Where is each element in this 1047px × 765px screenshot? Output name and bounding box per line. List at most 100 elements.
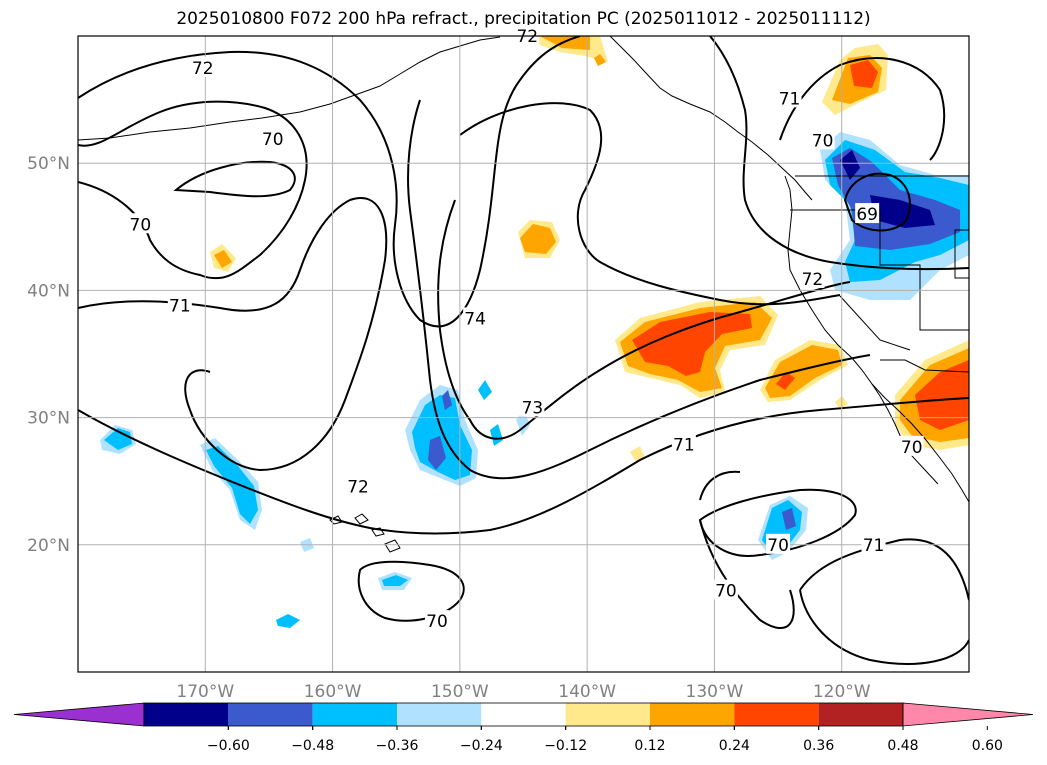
- precip-negative-region: [104, 428, 132, 450]
- precip-negative-region: [206, 446, 258, 524]
- precip-positive-region: [776, 372, 795, 390]
- hawaii-island: [384, 539, 401, 553]
- colorbar-tick-label: −0.12: [544, 738, 587, 754]
- precip-negative-region: [478, 380, 492, 400]
- alaska-coastline: [78, 36, 501, 141]
- colorbar-tick-label: −0.48: [291, 738, 334, 754]
- colorbar-segment: [144, 703, 229, 726]
- precip-positive-region: [540, 36, 590, 50]
- contour-label: 72: [192, 59, 214, 79]
- contour-69: [843, 172, 911, 232]
- precip-negative-region: [490, 424, 503, 446]
- colorbar-segment: [650, 703, 735, 726]
- contour-label: 72: [516, 27, 538, 47]
- contour-label: 71: [779, 89, 801, 109]
- lat-tick-label: 40°N: [27, 281, 70, 301]
- precip-negative-region: [412, 395, 472, 480]
- contour-label-bg: [346, 475, 371, 496]
- contour-70: [173, 160, 296, 198]
- contour-70: [78, 100, 308, 280]
- contour-70: [699, 470, 741, 501]
- colorbar-tick-label: 0.24: [719, 738, 750, 754]
- colorbar-tick-label: −0.36: [376, 738, 419, 754]
- contour-71: [78, 197, 388, 472]
- precip-positive-region: [632, 312, 752, 376]
- contour-71: [799, 589, 969, 665]
- contour-label-bg: [424, 610, 449, 631]
- contour-label-bg: [899, 435, 924, 456]
- contour-label-bg: [777, 87, 802, 108]
- colorbar-extend-low: [13, 702, 145, 727]
- latitude-labels: 50°N 40°N 30°N 20°N: [27, 154, 70, 556]
- contour-70: [699, 519, 795, 630]
- contour-label-bg: [167, 294, 192, 315]
- colorbar-segment: [565, 703, 650, 726]
- colorbar-extend-high: [902, 702, 1034, 727]
- contour-label-bg: [766, 533, 791, 554]
- contour-label: 70: [901, 438, 923, 458]
- contour-label-bg: [800, 267, 825, 288]
- colorbar-segment: [228, 703, 313, 726]
- us-mexico-border: [880, 359, 969, 373]
- contour-label-bg: [520, 396, 545, 417]
- contour-label-bg: [515, 25, 540, 45]
- lon-tick-label: 140°W: [558, 682, 616, 702]
- lon-tick-label: 160°W: [304, 682, 362, 702]
- precip-fill-layer: [100, 36, 969, 628]
- contour-label: 70: [767, 536, 789, 556]
- contour-label-layer: 72 72 70 70 71 74 73 72 70 71 71 70 69 72 70 70 71 70: [128, 25, 924, 632]
- contour-71: [698, 488, 857, 557]
- precip-positive-region: [520, 224, 556, 254]
- colorbar-segment: [818, 703, 903, 726]
- colorbar-tick-label: 0.48: [887, 738, 918, 754]
- colorbar-segment: [734, 703, 819, 726]
- lon-tick-label: 150°W: [431, 682, 489, 702]
- precip-positive-region: [214, 250, 232, 268]
- contour-71: [799, 538, 969, 601]
- precip-positive-region: [850, 60, 878, 88]
- colorbar-tick-label: 0.12: [634, 738, 665, 754]
- lon-tick-label: 130°W: [686, 682, 744, 702]
- map-frame: [77, 35, 970, 673]
- lon-tick-label: 170°W: [176, 682, 234, 702]
- contour-label: 70: [262, 130, 284, 150]
- contour-label: 70: [426, 612, 448, 632]
- colorbar: −0.60 −0.48 −0.36 −0.24 −0.12 0.12 0.24 0.36 0.4…: [13, 702, 1034, 754]
- precip-negative-region: [428, 436, 446, 470]
- state-border: [839, 295, 911, 351]
- contour-label-bg: [861, 533, 886, 554]
- contour-label: 70: [130, 215, 152, 235]
- contour-label: 71: [169, 297, 191, 317]
- refractivity-contours: [78, 36, 969, 665]
- colorbar-outline: [143, 702, 904, 727]
- contour-71: [709, 36, 969, 271]
- colorbar-tick-label: −0.60: [207, 738, 250, 754]
- contour-label-bg: [713, 579, 738, 600]
- precip-negative-region: [870, 195, 935, 228]
- contour-label-bg: [810, 129, 835, 150]
- contour-label-bg: [128, 213, 153, 234]
- precip-negative-region: [276, 614, 300, 628]
- colorbar-segment: [481, 703, 566, 726]
- lat-tick-label: 50°N: [27, 154, 70, 174]
- lat-tick-label: 20°N: [27, 536, 70, 556]
- colorbar-tick-label: 0.36: [803, 738, 834, 754]
- lon-tick-label: 120°W: [813, 682, 871, 702]
- contour-label-bg: [855, 203, 880, 224]
- gridlines: [78, 36, 969, 672]
- precip-negative-region: [516, 410, 530, 436]
- colorbar-segment: [397, 703, 482, 726]
- precip-positive-region: [915, 360, 969, 430]
- contour-label: 71: [673, 435, 695, 455]
- contour-label: 70: [715, 582, 737, 602]
- state-border: [954, 229, 969, 279]
- contour-74: [459, 102, 841, 306]
- hawaii-island: [354, 513, 369, 525]
- precip-negative-region: [840, 150, 860, 180]
- map-title: 2025010800 F072 200 hPa refract., precip…: [176, 9, 871, 29]
- colorbar-tick-label: −0.24: [460, 738, 503, 754]
- precip-positive-region: [630, 446, 645, 462]
- precip-negative-region: [782, 508, 796, 530]
- contour-72: [407, 99, 871, 480]
